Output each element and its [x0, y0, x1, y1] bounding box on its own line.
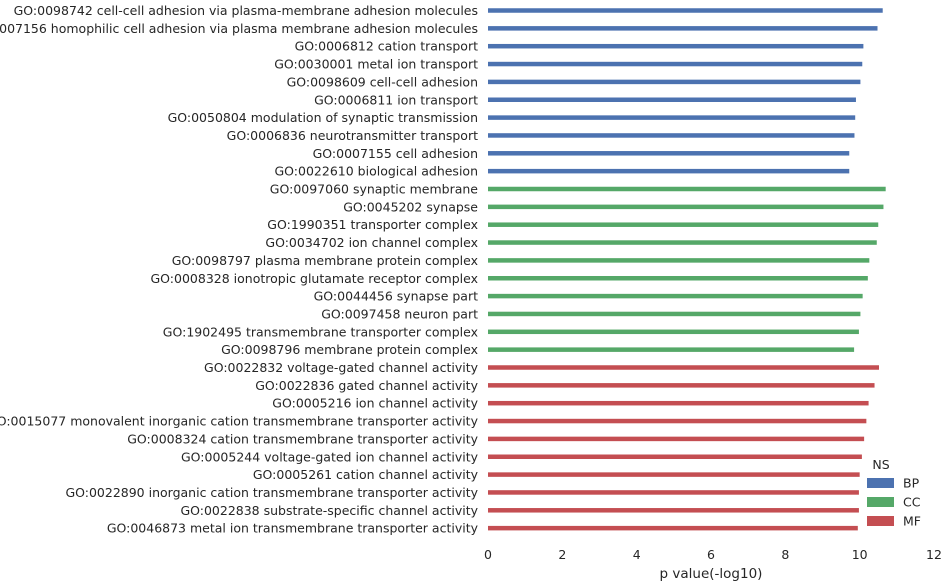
- x-tick-label: 6: [707, 547, 715, 562]
- category-label: GO:0046873 metal ion transmembrane trans…: [107, 521, 479, 536]
- bar-mf: [488, 472, 860, 477]
- bar-cc: [488, 311, 861, 317]
- x-tick-label: 10: [852, 547, 868, 562]
- legend-swatch-mf: [867, 516, 894, 526]
- bar-bp: [488, 133, 855, 138]
- category-label: GO:0005244 voltage-gated ion channel act…: [181, 449, 479, 464]
- category-label: GO:0044456 synapse part: [314, 289, 478, 304]
- category-label: GO:0098609 cell-cell adhesion: [287, 74, 478, 89]
- bar-cc: [488, 347, 855, 352]
- x-axis-title: p value(-log10): [660, 566, 763, 582]
- category-label: GO:0050804 modulation of synaptic transm…: [168, 110, 478, 125]
- bar-cc: [488, 204, 884, 210]
- x-tick-label: 4: [633, 547, 641, 562]
- legend-label-cc: CC: [903, 495, 921, 510]
- bar-mf: [488, 525, 858, 531]
- category-label: GO:0097458 neuron part: [321, 306, 478, 321]
- legend-label-bp: BP: [903, 476, 920, 491]
- category-label: GO:0098797 plasma membrane protein compl…: [172, 253, 478, 268]
- category-label: GO:0015077 monovalent inorganic cation t…: [0, 414, 479, 429]
- bar-bp: [488, 79, 861, 85]
- legend-label-mf: MF: [903, 514, 921, 529]
- bar-cc: [488, 258, 870, 263]
- bar-cc: [488, 276, 868, 281]
- bar-mf: [488, 436, 865, 442]
- bar-bp: [488, 61, 863, 67]
- legend-swatch-cc: [867, 497, 894, 507]
- category-labels: GO:0098742 cell-cell adhesion via plasma…: [0, 3, 479, 536]
- category-label: GO:0045202 synapse: [343, 199, 478, 214]
- legend-title: NS: [872, 457, 889, 472]
- category-label: GO:0005216 ion channel activity: [272, 396, 478, 411]
- category-label: GO:0022610 biological adhesion: [275, 164, 479, 179]
- category-label: GO:0022832 voltage-gated channel activit…: [204, 360, 479, 375]
- bar-bp: [488, 115, 856, 120]
- category-label: GO:0005261 cation channel activity: [253, 467, 479, 482]
- category-label: GO:0022838 substrate-specific channel ac…: [180, 503, 478, 518]
- category-label: GO:0006812 cation transport: [295, 39, 478, 54]
- category-label: GO:0006811 ion transport: [314, 92, 478, 107]
- category-label: GO:0008328 ionotropic glutamate receptor…: [151, 271, 479, 286]
- bar-bp: [488, 8, 883, 13]
- bar-bp: [488, 168, 850, 174]
- bar-mf: [488, 490, 859, 495]
- category-label: GO:0007155 cell adhesion: [313, 146, 478, 161]
- bar-cc: [488, 186, 886, 192]
- bar-bp: [488, 26, 878, 31]
- bar-mf: [488, 418, 867, 424]
- category-label: GO:0098742 cell-cell adhesion via plasma…: [14, 3, 478, 18]
- bar-bp: [488, 151, 850, 156]
- legend: NS BP CC MF: [867, 457, 921, 529]
- category-label: GO:0007156 homophilic cell adhesion via …: [0, 21, 478, 36]
- bar-mf: [488, 400, 869, 406]
- x-tick-label: 2: [558, 547, 566, 562]
- legend-swatch-bp: [867, 478, 894, 488]
- bar-cc: [488, 222, 879, 227]
- category-label: GO:0008324 cation transmembrane transpor…: [127, 431, 478, 446]
- category-label: GO:0097060 synaptic membrane: [270, 182, 479, 197]
- bar-cc: [488, 240, 877, 245]
- bar-bp: [488, 97, 856, 102]
- bar-cc: [488, 329, 859, 335]
- category-label: GO:0098796 membrane protein complex: [221, 342, 478, 357]
- x-tick-label: 0: [484, 547, 492, 562]
- category-label: GO:0030001 metal ion transport: [274, 57, 478, 72]
- category-label: GO:1902495 transmembrane transporter com…: [163, 324, 478, 339]
- x-axis: 0 2 4 6 8 10 12: [484, 547, 942, 562]
- category-label: GO:0022836 gated channel activity: [255, 378, 478, 393]
- bar-cc: [488, 293, 863, 299]
- category-label: GO:0022890 inorganic cation transmembran…: [65, 485, 478, 500]
- bar-bp: [488, 43, 864, 49]
- x-tick-label: 12: [926, 547, 942, 562]
- bar-mf: [488, 365, 879, 370]
- x-tick-label: 8: [781, 547, 789, 562]
- bars-layer: [488, 8, 886, 531]
- category-label: GO:0006836 neurotransmitter transport: [227, 128, 478, 143]
- category-label: GO:0034702 ion channel complex: [265, 235, 478, 250]
- bar-mf: [488, 454, 862, 459]
- bar-mf: [488, 383, 875, 388]
- bar-mf: [488, 508, 859, 513]
- category-label: GO:1990351 transporter complex: [267, 217, 478, 232]
